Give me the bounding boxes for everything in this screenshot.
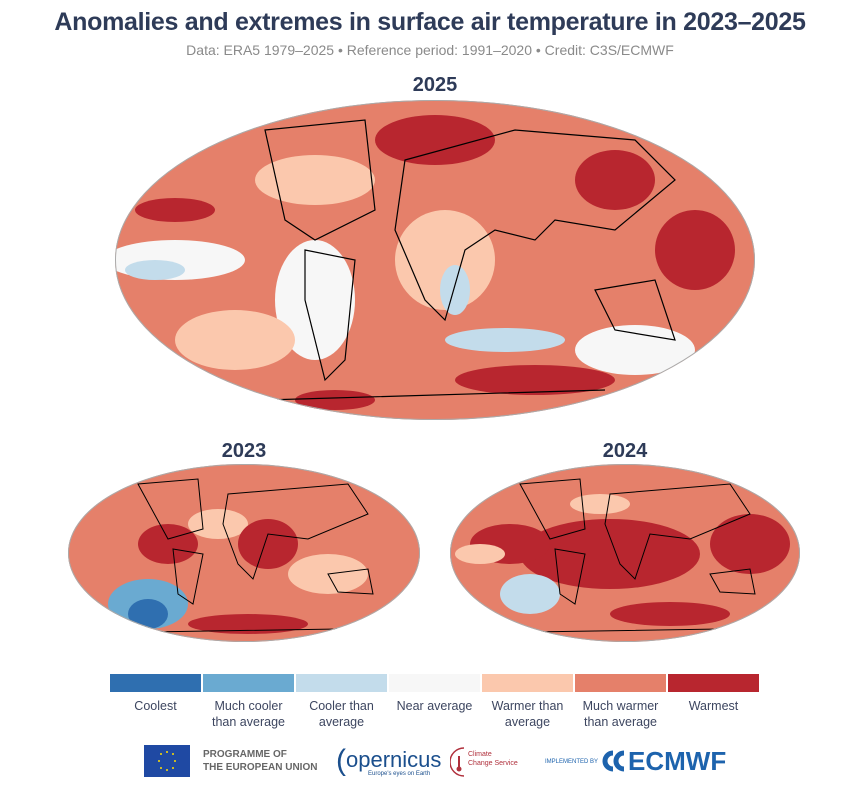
legend-item-near-average: Near average <box>389 674 480 730</box>
legend-label: Much cooler than average <box>212 699 285 729</box>
ecmwf-logo-icon <box>602 750 625 772</box>
map-title-2025: 2025 <box>412 74 458 96</box>
logo-bar: PROGRAMME OF THE EUROPEAN UNION (opernicu… <box>0 742 860 782</box>
map-title-2023: 2023 <box>221 440 267 462</box>
legend-item-warmest: Warmest <box>668 674 759 730</box>
legend-swatch <box>296 674 387 692</box>
legend-label: Near average <box>396 699 473 713</box>
implemented-by-text: IMPLEMENTED BY <box>545 759 599 765</box>
legend-label: Coolest <box>134 699 177 713</box>
figure-title: Anomalies and extremes in surface air te… <box>54 8 806 36</box>
ecmwf-logo-text: ECMWF <box>628 746 727 776</box>
legend-item-much-warmer: Much warmer than average <box>575 674 666 730</box>
legend: Coolest Much cooler than average Cooler … <box>110 674 759 730</box>
map-title-2024: 2024 <box>602 440 648 462</box>
map-2024 <box>450 464 800 642</box>
eu-flag-icon <box>144 745 190 777</box>
figure-subtitle: Data: ERA5 1979–2025 • Reference period:… <box>186 42 674 58</box>
map-2025 <box>115 100 755 420</box>
legend-swatch <box>389 674 480 692</box>
legend-label: Much warmer than average <box>582 699 659 729</box>
legend-swatch <box>110 674 201 692</box>
legend-swatch <box>482 674 573 692</box>
legend-item-coolest: Coolest <box>110 674 201 730</box>
legend-label: Cooler than average <box>309 699 374 729</box>
legend-swatch <box>203 674 294 692</box>
map-2023 <box>68 464 420 642</box>
eu-programme-text: PROGRAMME OF THE EUROPEAN UNION <box>203 749 318 773</box>
legend-label: Warmest <box>688 699 739 713</box>
c3s-logo-text: Climate Change Service <box>468 751 518 767</box>
legend-item-much-cooler: Much cooler than average <box>203 674 294 730</box>
legend-swatch <box>668 674 759 692</box>
legend-item-cooler: Cooler than average <box>296 674 387 730</box>
legend-label: Warmer than average <box>491 699 564 729</box>
c3s-thermometer-icon <box>450 747 465 777</box>
legend-swatch <box>575 674 666 692</box>
legend-item-warmer: Warmer than average <box>482 674 573 730</box>
copernicus-tagline: Europe's eyes on Earth <box>368 771 431 777</box>
copernicus-logo: (opernicus <box>336 744 442 777</box>
